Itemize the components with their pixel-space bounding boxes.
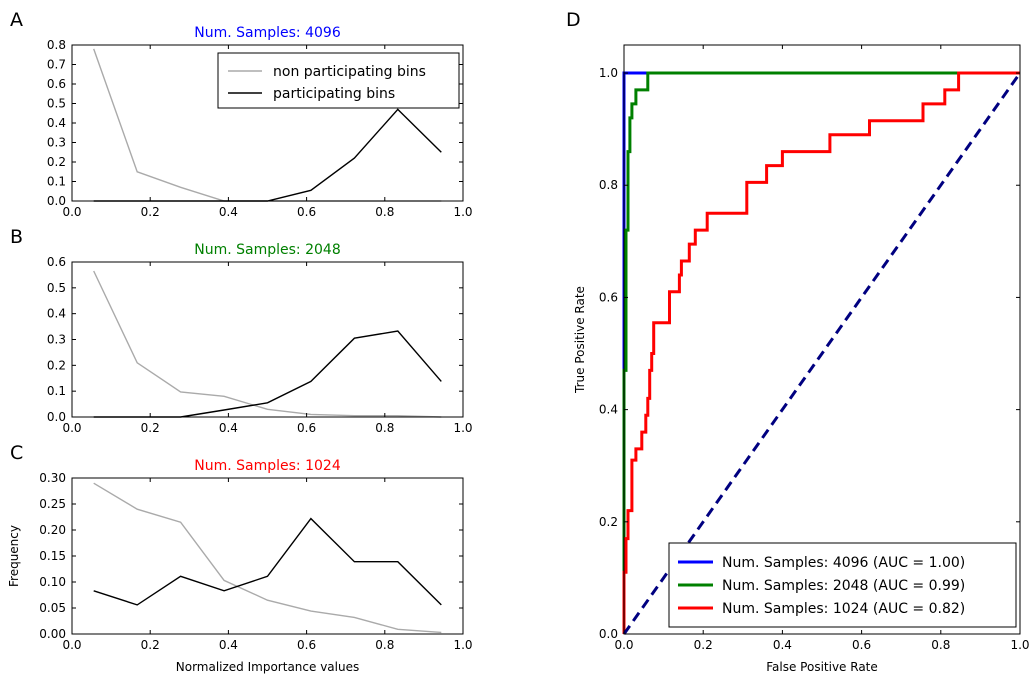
y-tick-label: 0.1 bbox=[47, 384, 66, 398]
panel-c: C Num. Samples: 1024 0.0 0.2 0.4 0.6 0.8 1.0 0.0… bbox=[7, 442, 473, 674]
x-tick-label: 1.0 bbox=[1010, 638, 1029, 652]
series-line-1 bbox=[93, 330, 442, 418]
y-tick-label: 1.0 bbox=[599, 66, 618, 80]
panel-letter: B bbox=[10, 226, 23, 248]
y-tick-label: 0.30 bbox=[39, 471, 66, 485]
axes-frame bbox=[71, 477, 464, 635]
panel-title: Num. Samples: 4096 bbox=[194, 25, 341, 41]
panel-b: B Num. Samples: 2048 0.0 0.2 0.4 0.6 0.8 1.0 0.0… bbox=[10, 226, 473, 435]
x-tick-label: 1.0 bbox=[453, 638, 472, 652]
panel-letter: D bbox=[566, 9, 581, 31]
x-tick-label: 1.0 bbox=[453, 421, 472, 435]
panel-d: D 0.0 0.2 0.4 0.6 0.8 1.0 0.0 0.2 0.4 0.6 0.8 1.0 Fal… bbox=[566, 9, 1030, 674]
x-tick-label: 0.6 bbox=[852, 638, 871, 652]
y-tick-label: 0.20 bbox=[39, 523, 66, 537]
x-tick-label: 0.2 bbox=[141, 205, 160, 219]
x-axis-label: False Positive Rate bbox=[766, 660, 878, 674]
series-group bbox=[93, 270, 442, 418]
y-tick-label: 0.05 bbox=[39, 601, 66, 615]
series-line-0 bbox=[93, 270, 442, 418]
panel-letter: A bbox=[10, 9, 23, 31]
series-line-3 bbox=[622, 72, 1022, 635]
series-line-1 bbox=[622, 71, 1020, 634]
x-tick-label: 1.0 bbox=[453, 205, 472, 219]
y-tick-label: 0.4 bbox=[599, 403, 618, 417]
y-tick-label: 0.4 bbox=[47, 307, 66, 321]
y-tick-label: 0.5 bbox=[47, 281, 66, 295]
y-tick-label: 0.5 bbox=[47, 97, 66, 111]
x-tick-label: 0.4 bbox=[219, 638, 238, 652]
y-tick-label: 0.6 bbox=[47, 255, 66, 269]
series-line-1 bbox=[93, 108, 442, 202]
y-tick-label: 0.0 bbox=[47, 410, 66, 424]
x-tick-label: 0.6 bbox=[297, 421, 316, 435]
series-line-2 bbox=[622, 71, 1020, 634]
y-tick-label: 0.0 bbox=[599, 627, 618, 641]
x-tick-label: 0.0 bbox=[62, 638, 81, 652]
series-line-1 bbox=[93, 517, 442, 606]
y-tick-label: 0.10 bbox=[39, 575, 66, 589]
x-tick-label: 0.4 bbox=[219, 205, 238, 219]
y-axis-label: True Positive Rate bbox=[573, 286, 587, 394]
panel-title: Num. Samples: 1024 bbox=[194, 458, 341, 474]
axes-frame bbox=[623, 44, 1021, 635]
legend-label: Num. Samples: 2048 (AUC = 0.99) bbox=[722, 578, 965, 594]
y-tick-label: 0.2 bbox=[47, 358, 66, 372]
panel-title: Num. Samples: 2048 bbox=[194, 242, 340, 258]
y-tick-label: 0.2 bbox=[599, 515, 618, 529]
legend-box bbox=[668, 542, 1017, 628]
x-tick-label: 0.8 bbox=[375, 205, 394, 219]
x-tick-label: 0.0 bbox=[614, 638, 633, 652]
series-line-0 bbox=[93, 482, 442, 634]
y-tick-label: 0.2 bbox=[47, 155, 66, 169]
panel-a: A Num. Samples: 4096 0.0 0.2 0.4 0.6 0.8 1.0 0.0… bbox=[10, 9, 473, 219]
x-tick-label: 0.6 bbox=[297, 205, 316, 219]
x-tick-label: 0.4 bbox=[773, 638, 792, 652]
panel-letter: C bbox=[10, 442, 23, 464]
y-tick-label: 0.8 bbox=[47, 38, 66, 52]
y-tick-label: 0.3 bbox=[47, 136, 66, 150]
x-tick-label: 0.2 bbox=[694, 638, 713, 652]
y-tick-label: 0.1 bbox=[47, 175, 66, 189]
x-tick-label: 0.0 bbox=[62, 421, 81, 435]
y-tick-label: 0.0 bbox=[47, 194, 66, 208]
x-tick-label: 0.2 bbox=[141, 638, 160, 652]
y-axis-label: Frequency bbox=[7, 525, 21, 587]
legend-label: Num. Samples: 1024 (AUC = 0.82) bbox=[722, 601, 965, 617]
x-tick-label: 0.4 bbox=[219, 421, 238, 435]
y-tick-label: 0.7 bbox=[47, 58, 66, 72]
series-group bbox=[93, 482, 442, 634]
y-tick-label: 0.6 bbox=[47, 77, 66, 91]
x-tick-label: 0.2 bbox=[141, 421, 160, 435]
y-tick-label: 0.6 bbox=[599, 290, 618, 304]
legend-label: participating bins bbox=[273, 86, 395, 102]
legend-box bbox=[217, 52, 460, 109]
y-tick-label: 0.4 bbox=[47, 116, 66, 130]
x-tick-label: 0.8 bbox=[375, 421, 394, 435]
y-tick-label: 0.00 bbox=[39, 627, 66, 641]
y-tick-label: 0.8 bbox=[599, 178, 618, 192]
x-axis-label: Normalized Importance values bbox=[176, 660, 359, 674]
x-tick-label: 0.8 bbox=[375, 638, 394, 652]
legend-a: non participating bins participating bins bbox=[217, 52, 460, 109]
x-tick-label: 0.6 bbox=[297, 638, 316, 652]
legend-d: Num. Samples: 4096 (AUC = 1.00) Num. Samp… bbox=[668, 542, 1017, 628]
y-tick-label: 0.25 bbox=[39, 497, 66, 511]
legend-label: Num. Samples: 4096 (AUC = 1.00) bbox=[722, 555, 965, 571]
y-tick-label: 0.3 bbox=[47, 333, 66, 347]
x-tick-label: 0.0 bbox=[62, 205, 81, 219]
x-tick-label: 0.8 bbox=[931, 638, 950, 652]
legend-label: non participating bins bbox=[273, 64, 426, 80]
y-tick-label: 0.15 bbox=[39, 549, 66, 563]
